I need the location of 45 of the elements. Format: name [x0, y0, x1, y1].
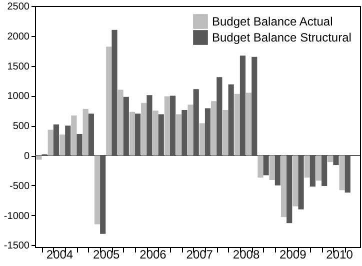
x-tick-label: 2007 [186, 248, 214, 262]
legend-label: Budget Balance Actual [212, 14, 333, 28]
bar [129, 112, 136, 156]
y-tick-label: -1500 [4, 240, 30, 252]
bar [152, 110, 158, 156]
bar [36, 156, 42, 160]
x-tick-label: 2006 [140, 248, 167, 262]
bar [94, 156, 100, 224]
bar [118, 90, 124, 156]
bar [106, 46, 112, 156]
bar [222, 110, 228, 156]
x-tick-label: 2005 [93, 248, 120, 262]
bar [188, 104, 194, 156]
y-tick-label: 2500 [7, 2, 30, 12]
x-tick-label: 2009 [280, 248, 307, 262]
y-tick-label: 500 [12, 121, 30, 132]
y-tick-label: 1500 [7, 61, 30, 72]
bar [280, 156, 287, 218]
bar [71, 115, 77, 156]
y-tick-label: -1000 [4, 210, 30, 222]
y-tick-label: -500 [9, 180, 30, 192]
x-tick-label: 2004 [46, 248, 74, 262]
x-tick-label: 2008 [232, 248, 260, 262]
bar [176, 114, 182, 156]
bar [59, 134, 66, 156]
bar [141, 102, 147, 156]
bar [316, 156, 322, 181]
bar [211, 101, 217, 156]
y-tick-label: 0 [24, 151, 30, 162]
bar [339, 156, 345, 190]
bar [258, 156, 264, 178]
x-tick-label: 2010 [326, 248, 354, 262]
bar [304, 156, 310, 178]
bar [234, 94, 240, 156]
bar [82, 108, 88, 156]
y-tick-label: 1000 [7, 91, 30, 102]
bar [292, 156, 298, 206]
bar [246, 92, 252, 156]
legend-label: Budget Balance Structural [212, 30, 352, 44]
bar [199, 123, 205, 156]
y-tick-label: 2000 [7, 31, 30, 42]
bar [269, 156, 275, 180]
bar [328, 156, 334, 162]
bar [48, 130, 54, 156]
bar [164, 96, 170, 156]
